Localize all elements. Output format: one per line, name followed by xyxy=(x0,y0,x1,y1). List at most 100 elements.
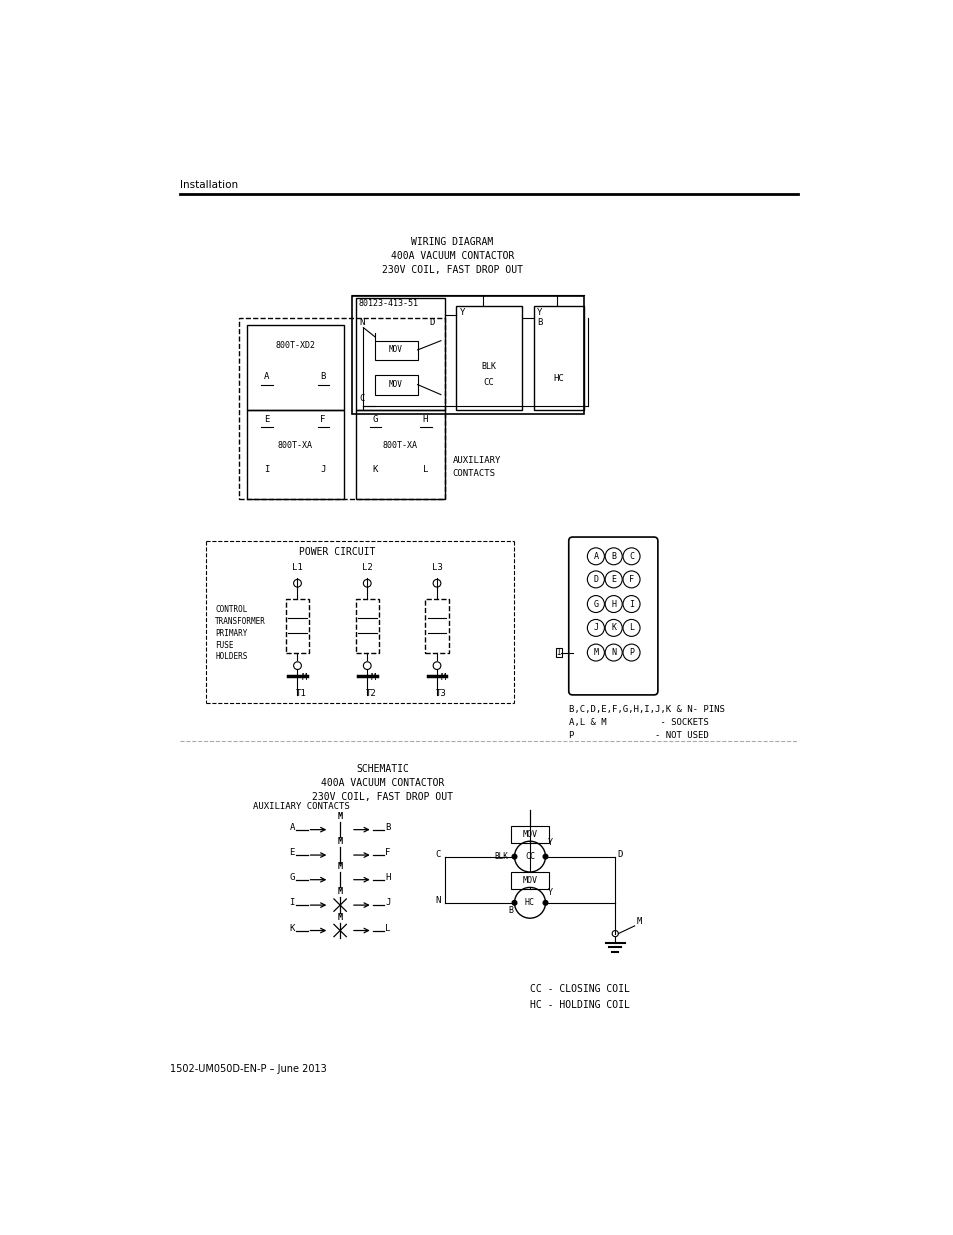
Bar xyxy=(286,599,309,652)
Text: B: B xyxy=(611,552,616,561)
Text: 800T-XA: 800T-XA xyxy=(277,441,313,451)
Text: C: C xyxy=(435,850,440,858)
Text: POWER CIRCUIT: POWER CIRCUIT xyxy=(298,547,375,557)
Text: BLK: BLK xyxy=(481,362,496,372)
Text: I: I xyxy=(289,898,294,908)
Text: 800T-XD2: 800T-XD2 xyxy=(274,341,314,351)
Text: M: M xyxy=(337,913,342,921)
Text: M: M xyxy=(301,673,307,682)
Text: K: K xyxy=(372,464,377,473)
Text: G: G xyxy=(372,415,377,424)
Text: T1: T1 xyxy=(295,689,306,699)
Circle shape xyxy=(512,855,517,858)
Text: 800T-XA: 800T-XA xyxy=(382,441,416,451)
Text: H: H xyxy=(385,873,391,882)
Text: F: F xyxy=(385,848,391,857)
Bar xyxy=(510,872,549,889)
Circle shape xyxy=(542,855,547,858)
Bar xyxy=(375,375,417,395)
Text: A: A xyxy=(264,372,269,382)
Text: HC: HC xyxy=(524,898,535,908)
Text: D: D xyxy=(593,576,598,584)
Bar xyxy=(239,317,444,499)
Text: B: B xyxy=(507,905,513,915)
Text: M: M xyxy=(337,862,342,871)
Text: I: I xyxy=(264,464,269,473)
Text: CONTROL
TRANSFORMER
PRIMARY
FUSE
HOLDERS: CONTROL TRANSFORMER PRIMARY FUSE HOLDERS xyxy=(215,605,266,662)
Text: M: M xyxy=(337,811,342,821)
Text: A: A xyxy=(593,552,598,561)
Text: J: J xyxy=(593,624,598,632)
Text: D: D xyxy=(617,850,622,858)
Text: HC: HC xyxy=(553,374,563,383)
Text: WIRING DIAGRAM
400A VACUUM CONTACTOR
230V COIL, FAST DROP OUT: WIRING DIAGRAM 400A VACUUM CONTACTOR 230… xyxy=(381,237,522,274)
Bar xyxy=(534,306,583,410)
Text: J: J xyxy=(385,898,391,908)
Text: E: E xyxy=(289,848,294,857)
Text: T3: T3 xyxy=(435,689,446,699)
Text: J: J xyxy=(320,464,325,473)
Text: L3: L3 xyxy=(431,563,442,572)
Text: MOV: MOV xyxy=(389,380,402,389)
Text: CC - CLOSING COIL
HC - HOLDING COIL: CC - CLOSING COIL HC - HOLDING COIL xyxy=(530,983,629,1010)
Text: Y: Y xyxy=(547,888,552,897)
Circle shape xyxy=(512,900,517,905)
Bar xyxy=(355,599,378,652)
Text: F: F xyxy=(320,415,325,424)
Text: L: L xyxy=(422,464,428,473)
Text: CC: CC xyxy=(483,378,494,387)
Text: P: P xyxy=(628,648,634,657)
Bar xyxy=(510,826,549,842)
Text: Y: Y xyxy=(547,839,552,847)
Text: 1502-UM050D-EN-P – June 2013: 1502-UM050D-EN-P – June 2013 xyxy=(170,1065,326,1074)
Text: L1: L1 xyxy=(292,563,302,572)
Text: B,C,D,E,F,G,H,I,J,K & N- PINS
A,L & M          - SOCKETS
P               - NOT U: B,C,D,E,F,G,H,I,J,K & N- PINS A,L & M - … xyxy=(568,705,724,740)
Text: MOV: MOV xyxy=(522,876,537,885)
Text: E: E xyxy=(264,415,269,424)
Text: N: N xyxy=(611,648,616,657)
Text: K: K xyxy=(289,924,294,932)
Text: Installation: Installation xyxy=(179,180,237,190)
Bar xyxy=(425,599,448,652)
Text: E: E xyxy=(611,576,616,584)
Text: H: H xyxy=(422,415,428,424)
Text: G: G xyxy=(593,599,598,609)
Circle shape xyxy=(542,900,547,905)
Text: SCHEMATIC
400A VACUUM CONTACTOR
230V COIL, FAST DROP OUT: SCHEMATIC 400A VACUUM CONTACTOR 230V COI… xyxy=(312,764,453,803)
Text: MOV: MOV xyxy=(389,346,402,354)
Text: N: N xyxy=(359,319,364,327)
Text: M: M xyxy=(337,887,342,897)
Bar xyxy=(247,410,344,499)
Text: AUXILIARY CONTACTS: AUXILIARY CONTACTS xyxy=(253,802,350,811)
Text: D: D xyxy=(429,319,435,327)
Bar xyxy=(355,410,444,499)
Text: C: C xyxy=(359,394,364,403)
Text: F: F xyxy=(628,576,634,584)
Bar xyxy=(375,341,417,359)
Text: G: G xyxy=(289,873,294,882)
Text: B: B xyxy=(320,372,325,382)
Text: Y: Y xyxy=(459,309,465,317)
Text: I: I xyxy=(556,648,560,657)
Bar xyxy=(247,325,344,410)
Text: M: M xyxy=(593,648,598,657)
Text: 80123-413-51: 80123-413-51 xyxy=(358,299,418,308)
Text: Y: Y xyxy=(537,309,542,317)
Bar xyxy=(352,296,583,414)
Bar xyxy=(555,648,561,657)
Text: N: N xyxy=(435,895,440,905)
Text: AUXILIARY
CONTACTS: AUXILIARY CONTACTS xyxy=(452,456,500,478)
Text: M: M xyxy=(337,837,342,846)
Text: C: C xyxy=(628,552,634,561)
Text: A: A xyxy=(289,823,294,831)
Text: L: L xyxy=(628,624,634,632)
Text: I: I xyxy=(628,599,634,609)
Text: B: B xyxy=(385,823,391,831)
Text: CC: CC xyxy=(524,852,535,861)
Bar xyxy=(355,299,444,410)
Text: K: K xyxy=(611,624,616,632)
Text: L2: L2 xyxy=(361,563,373,572)
Text: B: B xyxy=(537,319,542,327)
Text: T2: T2 xyxy=(365,689,376,699)
Text: MOV: MOV xyxy=(522,830,537,839)
